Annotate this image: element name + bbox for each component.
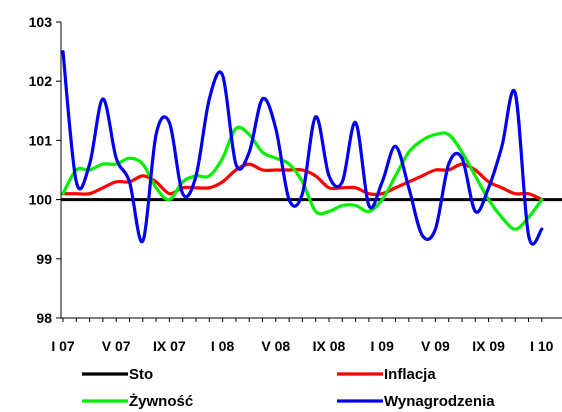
x-tick-label: V 09: [421, 338, 450, 354]
legend-item-zywnosc: Żywność: [82, 393, 193, 410]
x-tick-label: I 09: [371, 338, 395, 354]
y-tick-label: 100: [29, 192, 53, 208]
y-tick-label: 103: [29, 14, 53, 30]
series-line-zywnosc: [61, 125, 544, 231]
y-tick-label: 98: [36, 310, 52, 326]
series-line-wynagrodzenia: [61, 50, 544, 246]
legend: Sto Inflacja Żywność Wynagrodzenia: [82, 366, 495, 410]
x-tick-label: IX 09: [472, 338, 505, 354]
x-tick-label: V 07: [102, 338, 131, 354]
series-line-inflacja: [61, 162, 544, 202]
x-axis: I 07 V 07 IX 07 I 08 V 08 IX 08 I 09 V 09 IX 09 I…: [51, 317, 562, 354]
legend-label: Sto: [129, 366, 153, 383]
y-tick-label: 101: [29, 132, 53, 148]
y-tick-label: 99: [36, 251, 52, 267]
x-tick-label: I 07: [51, 338, 75, 354]
x-tick-label: IX 07: [153, 338, 186, 354]
y-tick-label: 102: [29, 73, 53, 89]
x-tick-label: IX 08: [313, 338, 346, 354]
legend-label: Żywność: [129, 393, 193, 410]
legend-label: Inflacja: [384, 366, 436, 383]
x-tick-label: V 08: [261, 338, 290, 354]
plot-series: [61, 50, 562, 246]
x-tick-label: I 08: [211, 338, 235, 354]
y-axis: 98 99 100 101 102 103: [29, 14, 62, 326]
x-tick-label: I 10: [530, 338, 554, 354]
legend-item-sto: Sto: [82, 366, 153, 383]
legend-item-inflacja: Inflacja: [337, 366, 436, 383]
legend-item-wynagrodzenia: Wynagrodzenia: [337, 393, 495, 410]
legend-label: Wynagrodzenia: [384, 393, 495, 410]
